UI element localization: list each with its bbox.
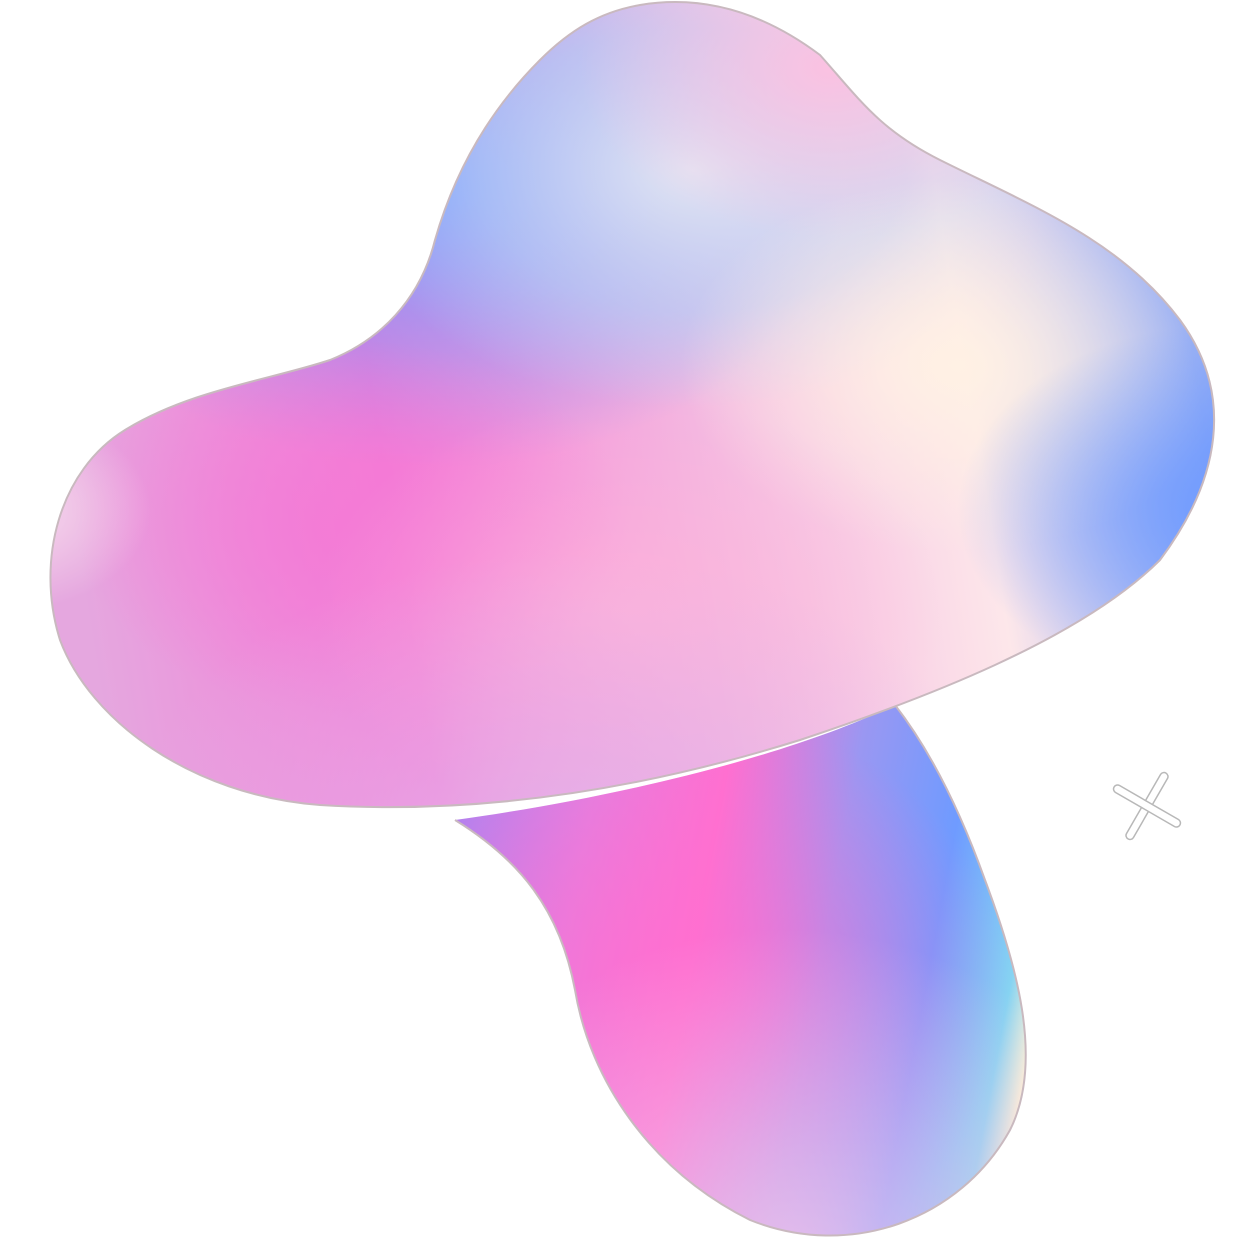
upper-cap [49, 1, 1216, 809]
sparkle-cross-icon [1112, 771, 1182, 841]
